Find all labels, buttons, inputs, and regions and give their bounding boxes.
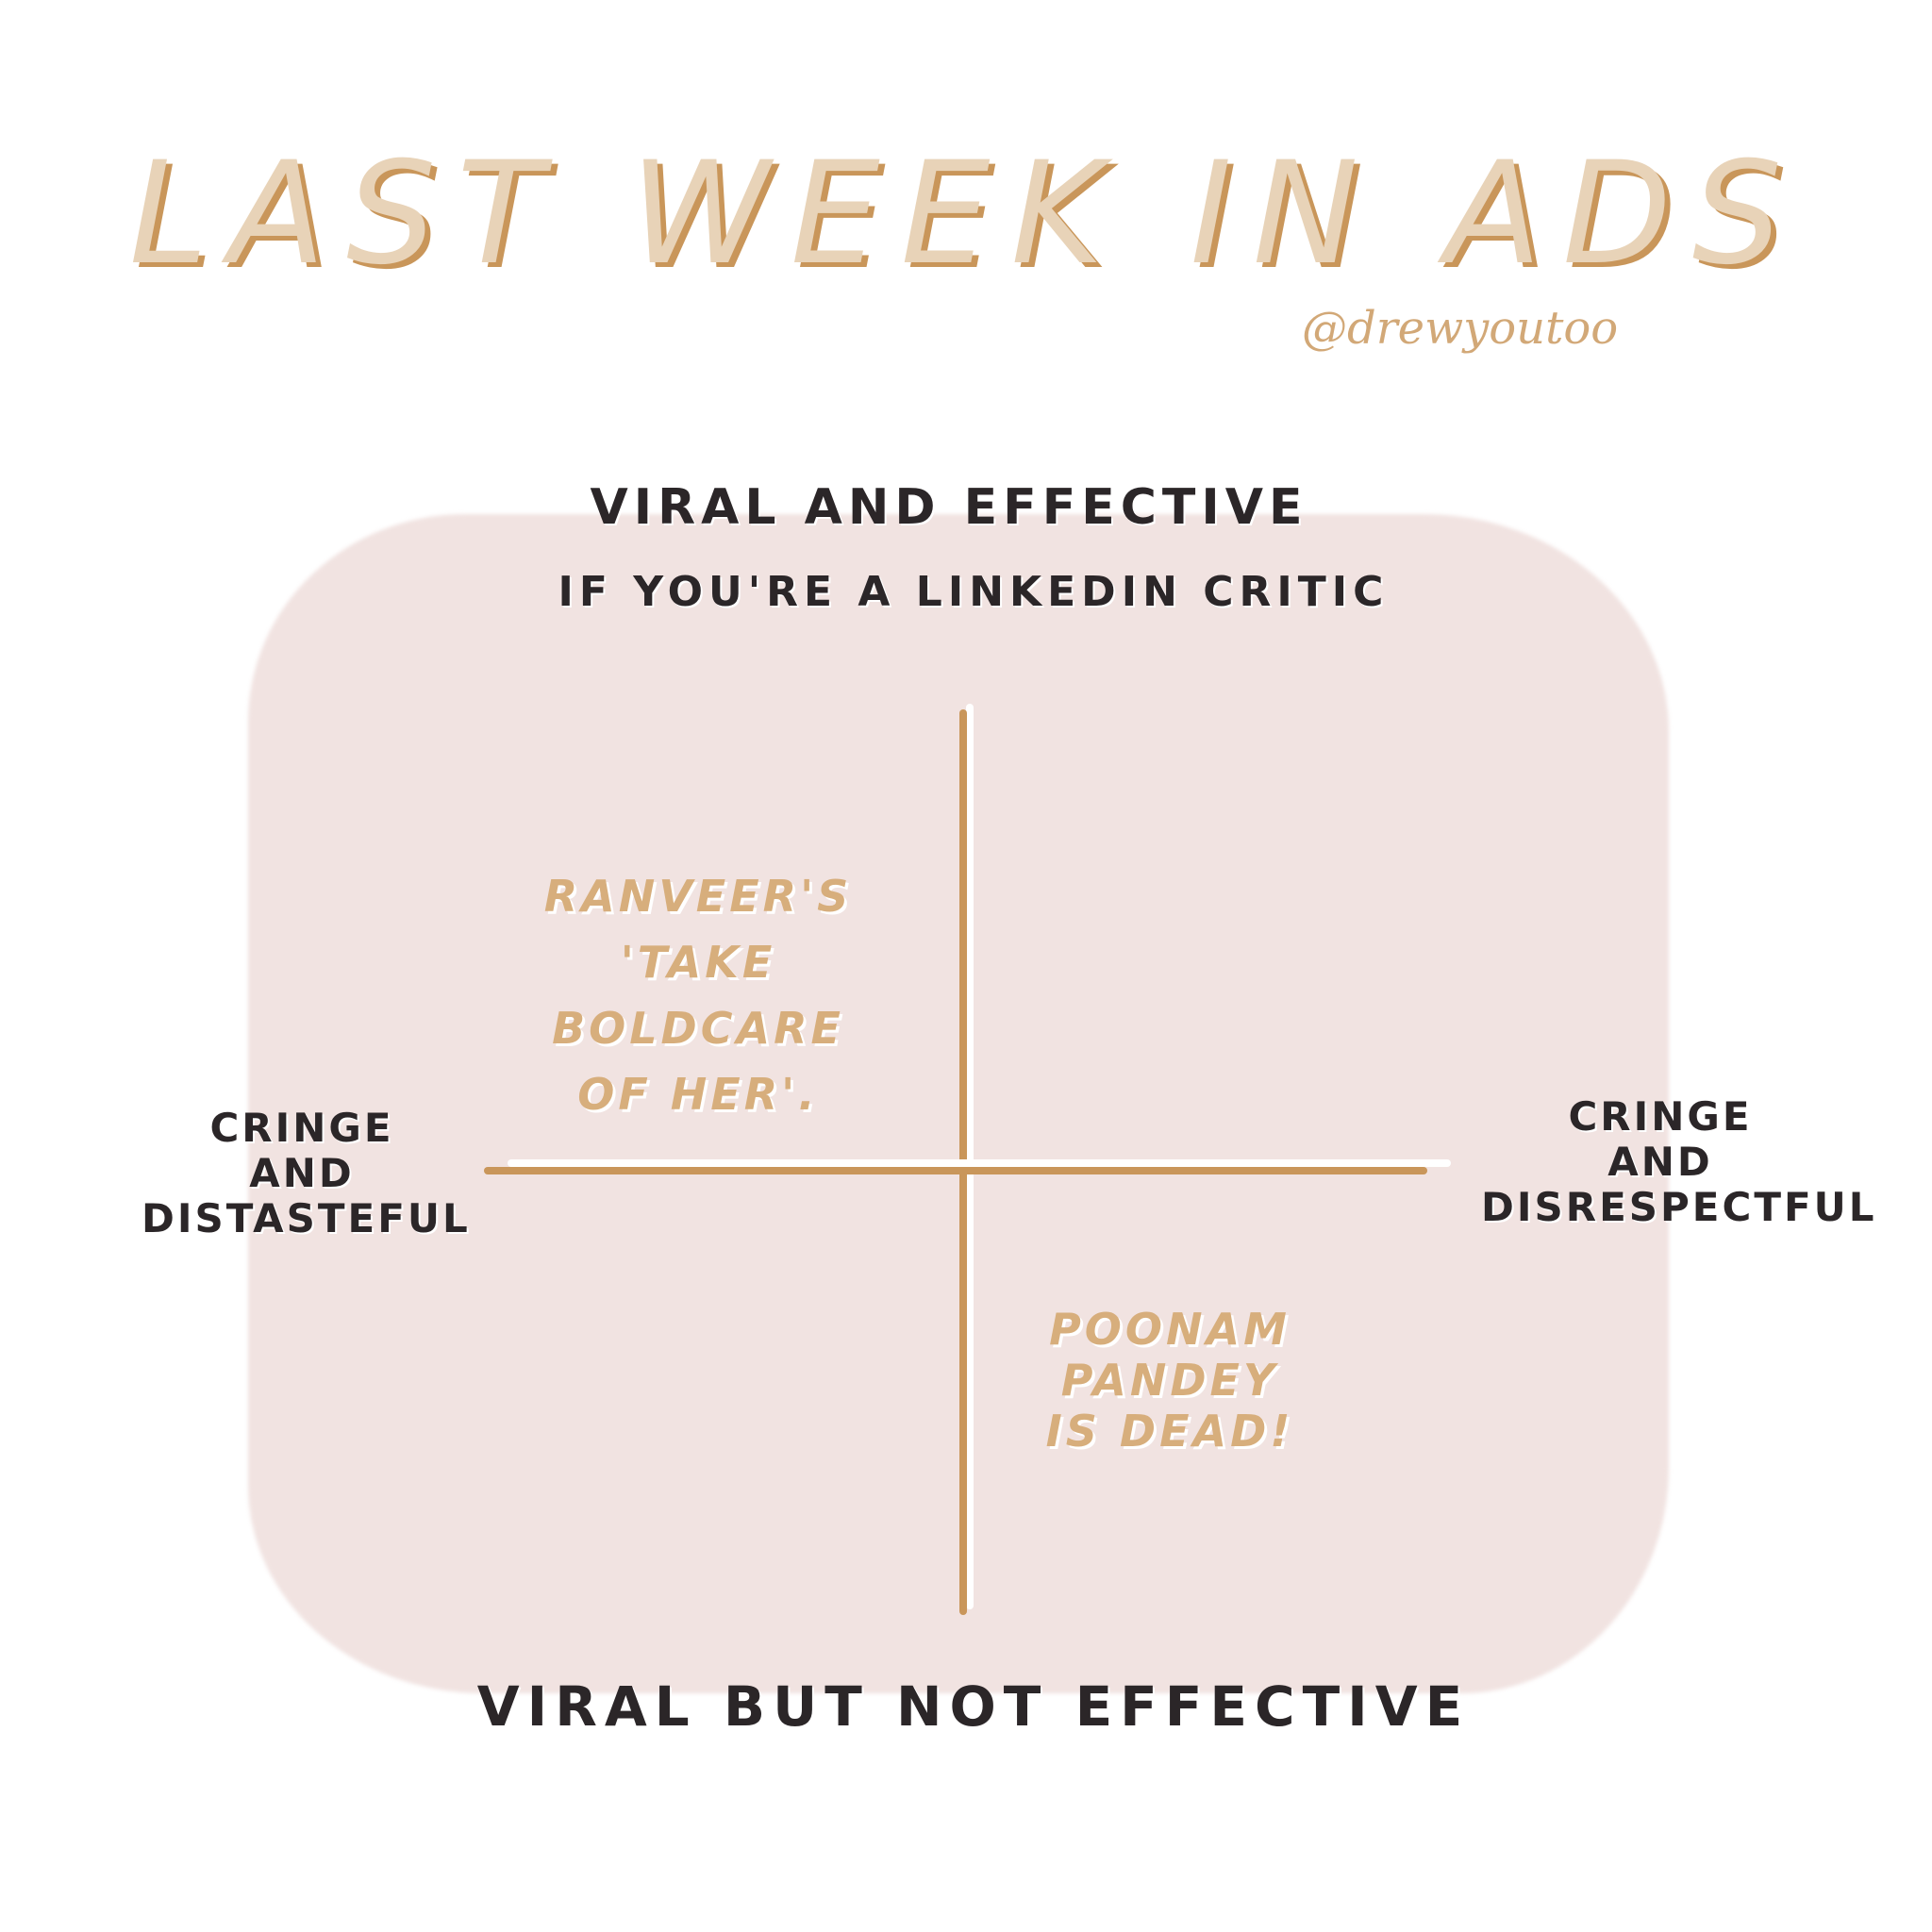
item-line: IS DEAD! [1045, 1406, 1294, 1457]
horizontal-axis [484, 1167, 1427, 1174]
quadrant-background [248, 514, 1669, 1693]
axis-label-right: CRINGE AND DISRESPECTFUL [1481, 1093, 1877, 1230]
item-line: OF HER'. [577, 1069, 819, 1120]
axis-label-bottom: VIRAL BUT NOT EFFECTIVE [476, 1674, 1471, 1739]
axis-label-right-line: DISRESPECTFUL [1481, 1184, 1877, 1230]
vertical-axis [959, 709, 967, 1615]
item-line: RANVEER'S [543, 871, 853, 922]
item-ranveer: RANVEER'S 'TAKE BOLDCARE OF HER'. [472, 863, 924, 1127]
axis-label-left: CRINGE AND DISTASTEFUL [142, 1105, 471, 1241]
page-title: LAST WEEK IN ADS [128, 132, 1804, 296]
item-line: POONAM [1049, 1304, 1291, 1355]
axis-label-right-line: AND [1607, 1139, 1713, 1185]
axis-label-right-line: CRINGE [1568, 1093, 1753, 1140]
item-poonam: POONAM PANDEY IS DEAD! [1000, 1304, 1340, 1457]
axis-label-top: VIRAL AND EFFECTIVE [590, 479, 1308, 536]
item-line: 'TAKE BOLDCARE [552, 937, 844, 1054]
axis-label-left-line: AND [249, 1150, 355, 1196]
axis-label-left-line: CRINGE [209, 1105, 394, 1151]
axis-label-left-line: DISTASTEFUL [142, 1195, 471, 1241]
axis-label-top-subtitle: IF YOU'RE A LINKEDIN CRITIC [558, 568, 1390, 616]
author-handle: @drewyoutoo [1302, 302, 1619, 355]
item-line: PANDEY [1060, 1355, 1279, 1406]
